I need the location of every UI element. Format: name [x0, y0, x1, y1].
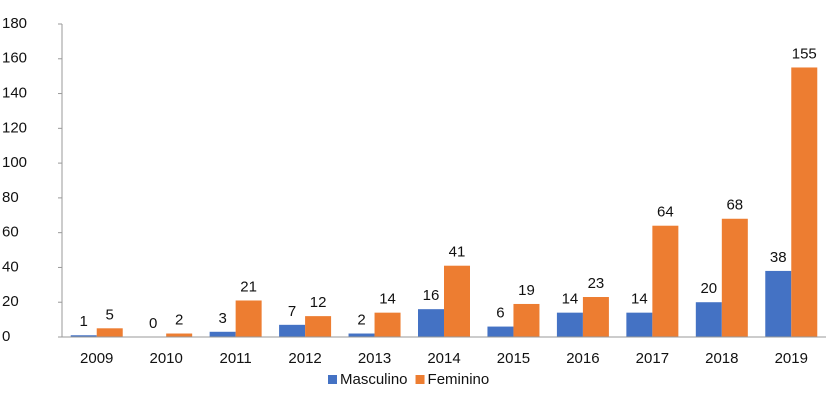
bar [348, 333, 375, 337]
y-tick-label: 120 [2, 119, 27, 136]
value-label: 20 [700, 280, 717, 297]
value-label: 19 [518, 282, 535, 299]
y-tick-label: 180 [2, 15, 27, 32]
value-label: 23 [588, 275, 605, 292]
bar [765, 270, 792, 337]
bar [487, 326, 514, 337]
y-tick-label: 0 [2, 328, 10, 345]
value-label: 68 [726, 197, 743, 214]
value-label: 2 [357, 311, 365, 328]
value-label: 12 [310, 294, 327, 311]
bar [513, 303, 540, 337]
value-label: 0 [149, 315, 157, 332]
bar [70, 335, 97, 337]
bar [305, 316, 332, 337]
bar [444, 265, 470, 337]
value-label: 14 [562, 291, 579, 308]
x-tick-label: 2011 [220, 350, 252, 367]
legend-swatch [328, 375, 337, 384]
bar [374, 312, 401, 337]
y-tick-label: 20 [2, 293, 19, 310]
bar [791, 67, 818, 337]
value-label: 5 [106, 306, 114, 323]
bar [556, 312, 583, 337]
value-label: 1 [80, 313, 88, 330]
x-tick-label: 2016 [566, 350, 599, 367]
bar [652, 225, 679, 337]
legend-swatch [415, 375, 425, 384]
value-label: 64 [657, 204, 674, 221]
legend-label: Masculino [340, 371, 408, 388]
value-label: 21 [240, 278, 257, 295]
value-label: 7 [288, 303, 296, 320]
bar [166, 333, 193, 337]
bar [626, 312, 653, 337]
value-label: 41 [449, 244, 466, 261]
value-label: 14 [379, 291, 396, 308]
value-label: 6 [496, 305, 504, 322]
value-label: 2 [175, 311, 183, 328]
x-tick-label: 2009 [80, 350, 113, 367]
bar [582, 297, 609, 337]
y-tick-label: 140 [2, 85, 27, 102]
bar [695, 302, 722, 337]
x-tick-label: 2019 [775, 350, 808, 367]
value-label: 16 [423, 287, 440, 304]
x-tick-label: 2018 [705, 350, 738, 367]
value-label: 38 [770, 249, 787, 266]
legend-label: Feminino [428, 371, 490, 388]
value-label: 3 [218, 310, 226, 327]
bar [96, 328, 123, 337]
bar [235, 300, 262, 337]
x-tick-label: 2017 [636, 350, 669, 367]
x-tick-label: 2015 [497, 350, 530, 367]
x-tick-label: 2010 [149, 350, 182, 367]
value-label: 14 [631, 291, 648, 308]
y-tick-label: 160 [2, 50, 27, 67]
y-tick-label: 40 [2, 258, 19, 275]
x-tick-label: 2014 [427, 350, 460, 367]
x-tick-label: 2013 [358, 350, 391, 367]
bar [279, 324, 306, 337]
y-tick-label: 60 [2, 224, 19, 241]
y-tick-label: 80 [2, 189, 19, 206]
value-label: 155 [792, 45, 817, 62]
bar [721, 218, 748, 337]
bar [209, 331, 236, 337]
bar [418, 309, 444, 337]
y-tick-label: 100 [2, 154, 27, 171]
x-tick-label: 2012 [288, 350, 321, 367]
